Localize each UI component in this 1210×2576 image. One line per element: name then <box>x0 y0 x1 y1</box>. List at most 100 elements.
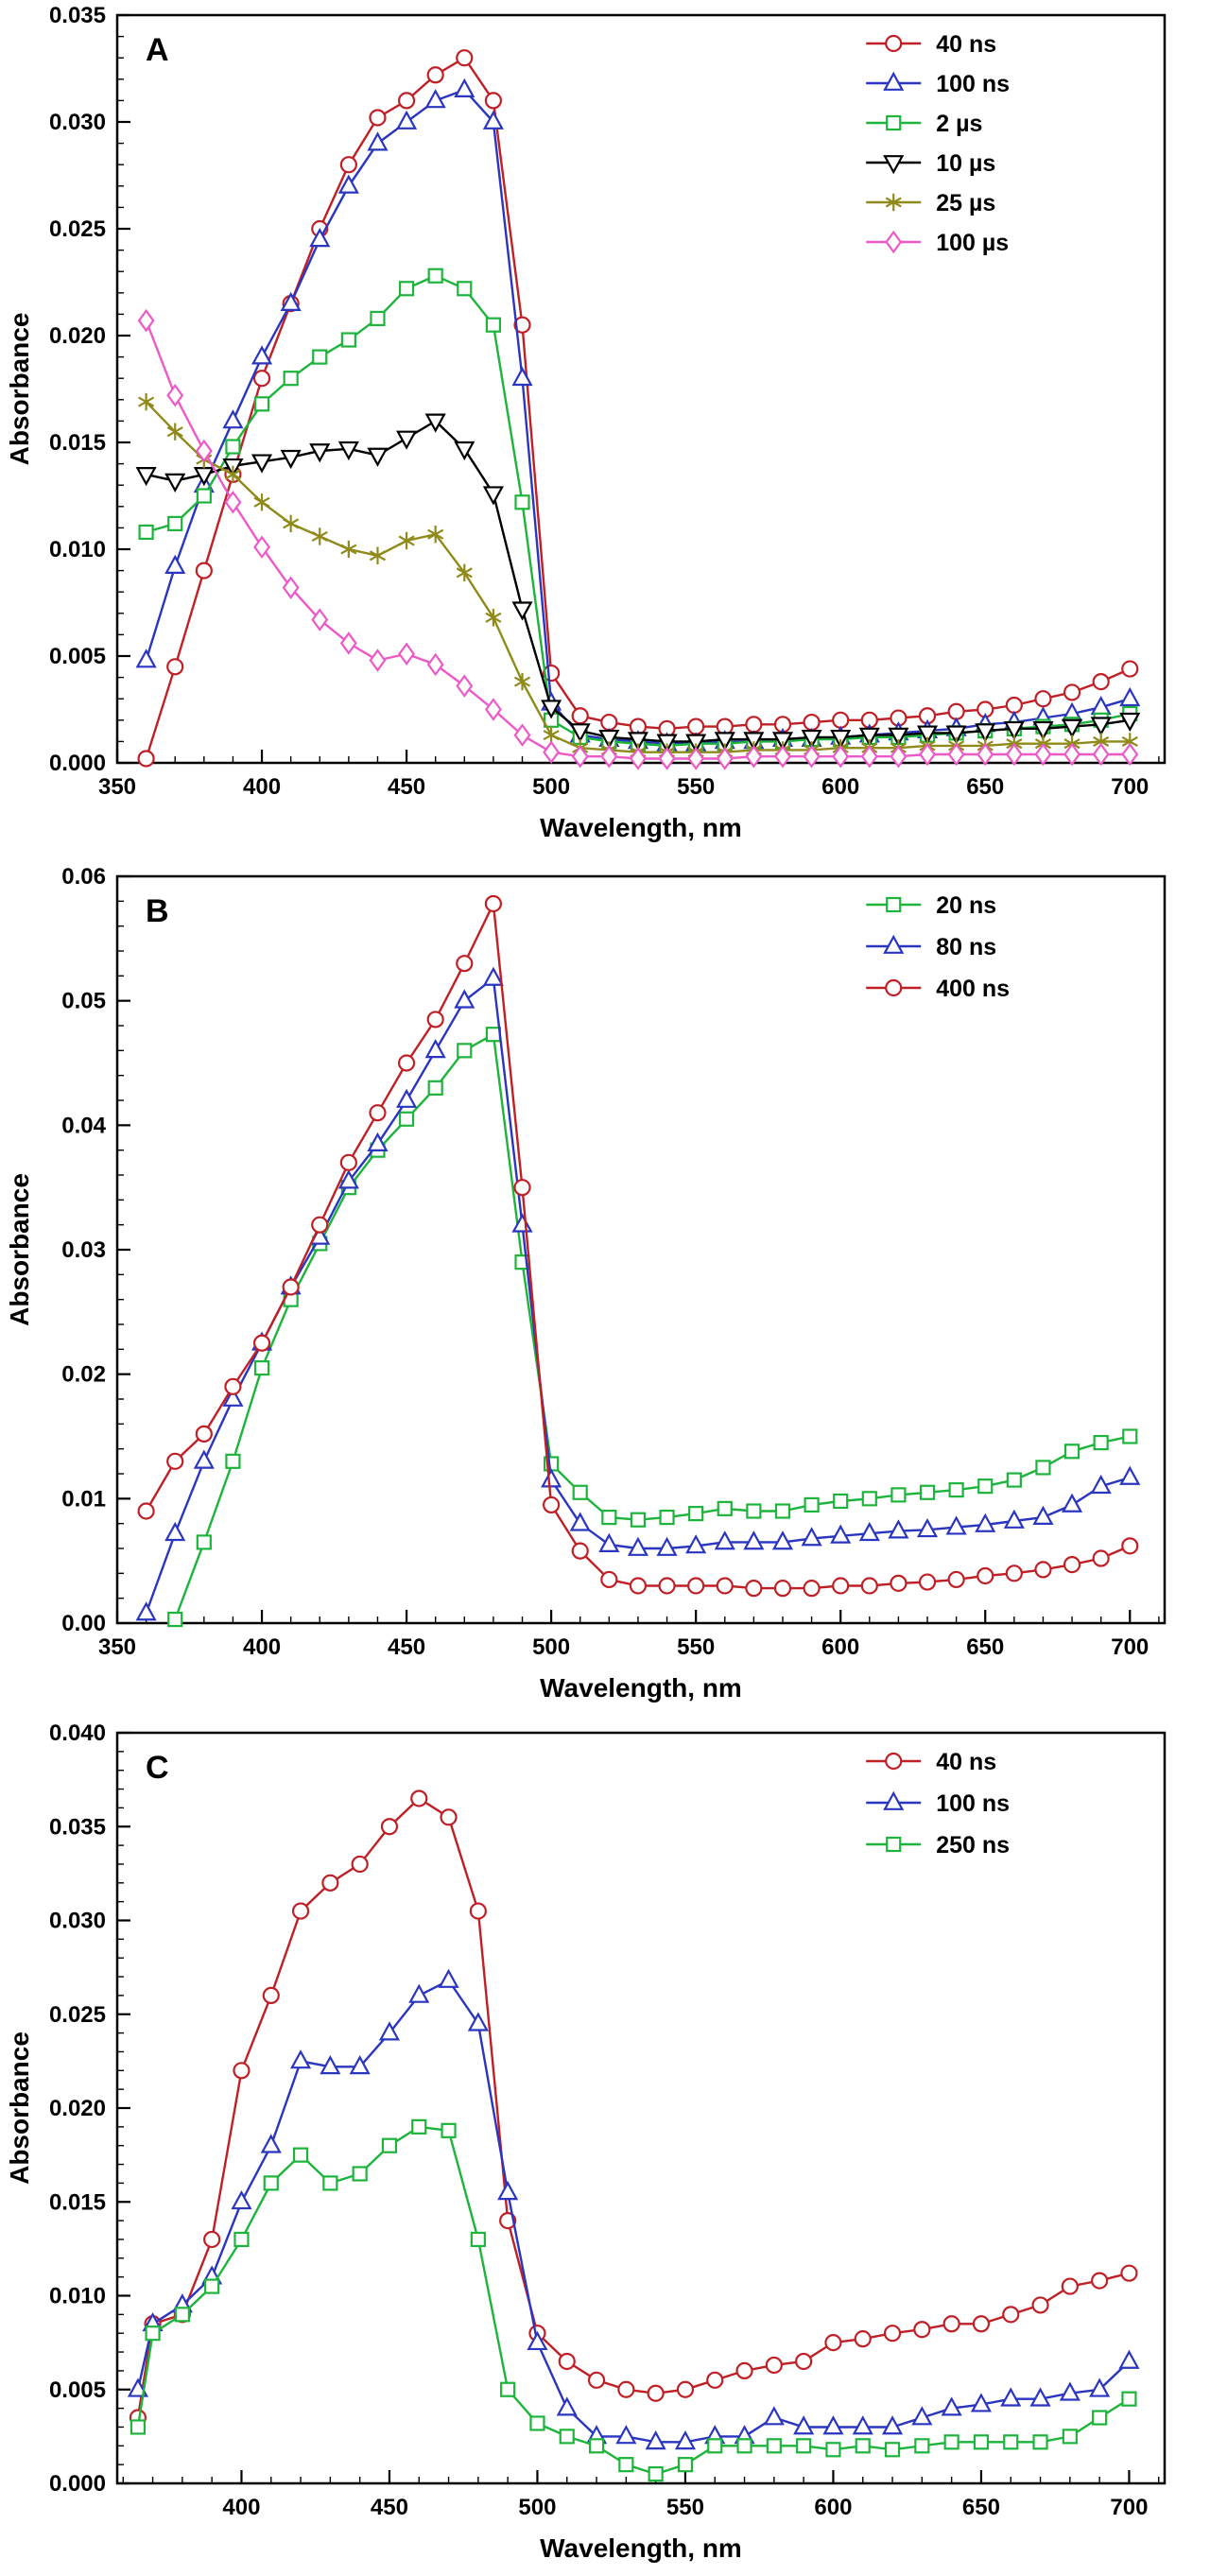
diamond-marker <box>369 648 387 672</box>
diamond-marker <box>832 744 850 769</box>
triangle-up-marker <box>556 2396 578 2416</box>
triangle-up-marker <box>367 1132 389 1151</box>
diamond-marker <box>1092 742 1110 767</box>
square-marker <box>1063 1444 1080 1460</box>
x-tick-label: 550 <box>677 1634 715 1660</box>
square-marker <box>225 1453 241 1469</box>
star-marker <box>283 514 300 533</box>
square-marker <box>919 1484 936 1500</box>
circle-marker <box>571 707 589 725</box>
circle-marker <box>456 955 474 973</box>
circle-marker <box>397 92 416 110</box>
legend: 40 ns 100 ns 250 ns <box>866 1749 1010 1859</box>
triangle-up-marker <box>822 2415 844 2435</box>
diamond-marker <box>253 535 271 560</box>
circle-marker <box>706 2371 724 2389</box>
x-tick-label: 700 <box>1111 1634 1149 1660</box>
circle-marker <box>469 1902 487 1920</box>
x-tick-label: 400 <box>243 1634 281 1660</box>
triangle-up-marker <box>454 989 475 1009</box>
square-marker <box>948 1482 964 1498</box>
triangle-up-marker <box>408 1983 430 2003</box>
circle-marker <box>824 2334 842 2352</box>
triangle-up-marker <box>541 1468 562 1488</box>
panel-letter: B <box>146 893 169 929</box>
legend-label: 40 ns <box>936 1749 996 1775</box>
triangle-down-marker <box>830 729 852 750</box>
square-marker <box>1035 1460 1051 1476</box>
star-marker <box>138 392 155 411</box>
square-marker <box>736 2438 752 2454</box>
triangle-up-marker <box>164 1521 186 1542</box>
triangle-down-marker <box>164 473 186 493</box>
diamond-marker <box>1063 742 1081 767</box>
circle-marker <box>426 1011 444 1029</box>
square-marker <box>977 1478 994 1495</box>
square-marker <box>559 2429 575 2445</box>
square-marker <box>204 2278 220 2294</box>
square-marker <box>292 2147 309 2163</box>
circle-marker <box>571 1542 589 1560</box>
series-400-ns <box>137 894 1139 1598</box>
triangle-down-marker <box>627 732 648 752</box>
panel-a-chart: 350 400 450 500 550 600 650 700 0.000 0.005 0.010 0… <box>0 0 1210 856</box>
triangle-down-marker <box>1119 712 1141 733</box>
x-axis: 350 400 450 500 550 600 650 700 <box>98 750 1149 800</box>
y-tick-label: 0.030 <box>49 1909 106 1934</box>
square-marker <box>1003 2434 1019 2450</box>
diamond-marker <box>224 491 242 514</box>
triangle-down-marker <box>714 732 735 752</box>
circle-marker <box>1121 660 1139 678</box>
legend-label: 2 µs <box>936 111 982 137</box>
triangle-down-marker <box>337 441 359 461</box>
square-marker <box>1092 2410 1108 2426</box>
triangle-down-marker <box>135 467 157 487</box>
square-marker <box>138 524 154 541</box>
legend: 40 ns 100 ns 2 µs 10 µs 25 µs 100 µs <box>866 31 1010 256</box>
diamond-marker <box>977 742 994 767</box>
circle-marker <box>832 1577 850 1595</box>
circle-marker <box>1031 2296 1049 2314</box>
series-250-ns <box>130 2118 1137 2482</box>
y-axis-title: Absorbance <box>5 313 34 466</box>
triangle-up-marker <box>127 2377 148 2397</box>
triangle-up-marker <box>615 2425 637 2445</box>
triangle-up-marker <box>467 2012 489 2031</box>
circle-marker <box>854 2330 872 2348</box>
square-marker <box>914 2438 930 2454</box>
star-marker <box>224 465 241 484</box>
square-marker <box>618 2457 634 2473</box>
circle-marker <box>773 1580 792 1598</box>
triangle-down-marker <box>511 601 533 621</box>
triangle-up-marker <box>801 1527 822 1547</box>
x-tick-label: 650 <box>966 774 1004 800</box>
triangle-up-marker <box>888 1519 909 1539</box>
square-marker <box>890 1487 907 1503</box>
legend: 20 ns 80 ns 400 ns <box>866 892 1010 1002</box>
circle-marker <box>252 1334 271 1352</box>
panel-letter: C <box>146 1750 169 1786</box>
diamond-marker <box>658 747 676 770</box>
triangle-down-marker <box>916 725 939 745</box>
triangle-down-marker <box>598 729 620 750</box>
square-marker <box>659 1509 675 1526</box>
triangle-up-marker <box>645 2430 666 2450</box>
triangle-down-marker <box>482 486 504 506</box>
square-marker <box>601 1509 617 1526</box>
square-marker <box>648 2465 664 2482</box>
triangle-up-marker <box>320 2055 341 2075</box>
circle-marker <box>629 1577 648 1595</box>
diamond-marker <box>885 230 903 254</box>
circle-marker <box>321 1874 339 1892</box>
circle-marker <box>166 1452 184 1470</box>
x-axis: 400 450 500 550 600 650 700 <box>222 2470 1148 2520</box>
circle-marker <box>543 1495 561 1514</box>
square-marker <box>884 2442 901 2458</box>
star-marker <box>485 609 502 627</box>
triangle-up-marker <box>1029 2387 1051 2407</box>
triangle-up-marker <box>627 1536 648 1556</box>
circle-marker <box>1092 1549 1110 1567</box>
square-marker <box>457 281 473 297</box>
triangle-up-marker <box>941 2396 962 2416</box>
diamond-marker <box>398 642 416 666</box>
